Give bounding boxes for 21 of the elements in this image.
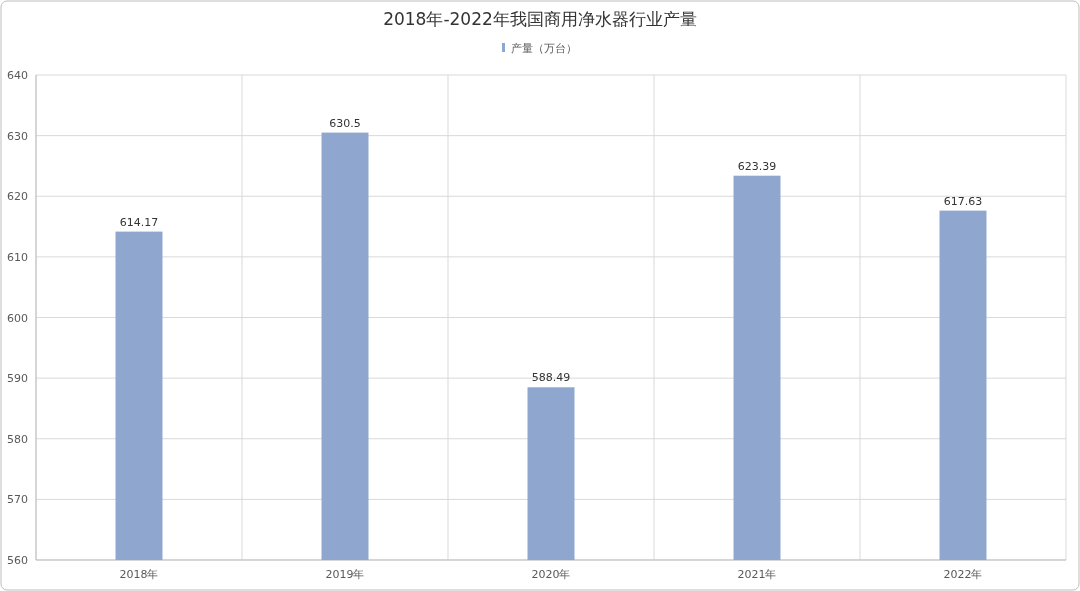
data-label: 623.39	[737, 159, 777, 173]
data-label: 630.5	[329, 116, 361, 130]
x-tick-label: 2022年	[943, 568, 983, 581]
x-tick-label: 2019年	[325, 568, 365, 581]
data-label: 614.17	[119, 215, 159, 229]
data-label: 617.63	[943, 194, 983, 208]
y-tick-label: 630	[7, 129, 28, 143]
data-label: 588.49	[531, 371, 571, 385]
y-tick-label: 610	[7, 250, 28, 264]
y-tick-label: 580	[7, 432, 28, 446]
legend: 产量（万台）	[502, 42, 577, 55]
y-tick-label: 560	[7, 554, 28, 567]
y-tick-label: 590	[7, 372, 28, 386]
x-tick-label: 2018年	[119, 568, 159, 581]
y-tick-label: 600	[7, 311, 28, 325]
x-tick-label: 2020年	[531, 568, 571, 581]
y-tick-label: 570	[7, 493, 28, 507]
y-tick-label: 620	[7, 190, 28, 204]
y-tick-label: 640	[7, 69, 28, 82]
x-tick-label: 2021年	[737, 568, 777, 581]
chart-title: 2018年-2022年我国商用净水器行业产量	[383, 9, 697, 29]
